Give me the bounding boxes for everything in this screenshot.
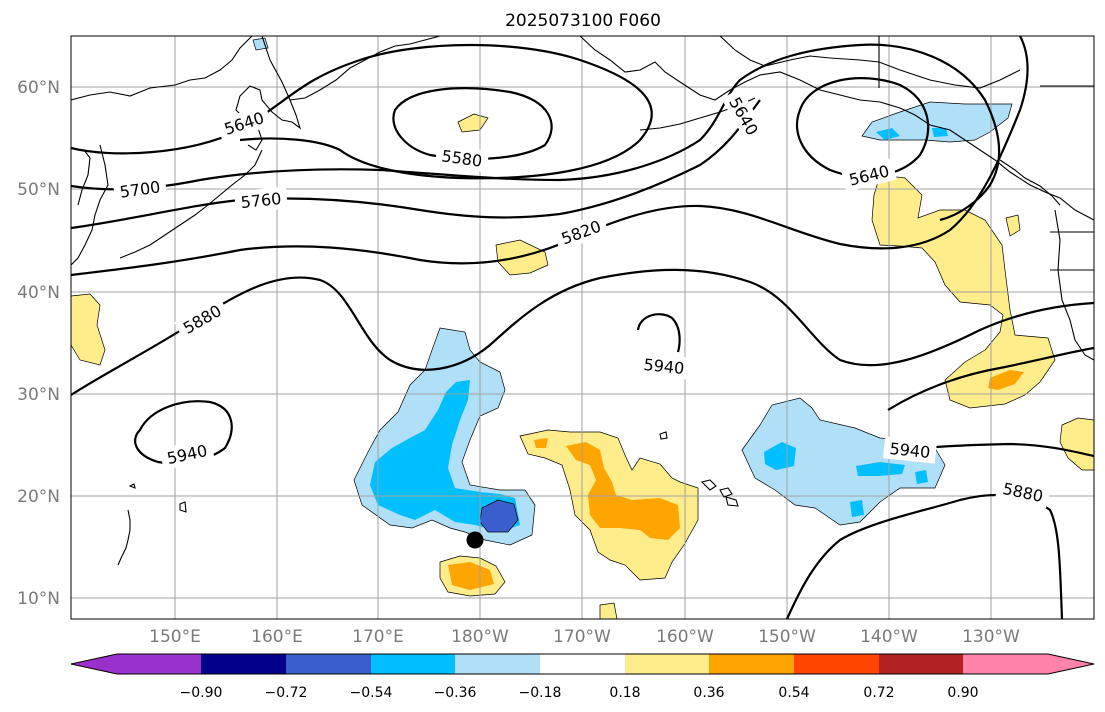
contour-5640-east: [796, 77, 930, 178]
lon-label: 130°W: [962, 627, 1020, 647]
neg3-central: [479, 499, 519, 533]
colorbar-tick: 0.54: [778, 685, 809, 701]
colorbar-segment: [963, 654, 1048, 674]
coast-japan: [71, 144, 109, 266]
contour-5880-se: [785, 493, 1064, 619]
lon-label: 160°E: [251, 627, 303, 647]
coast-na-west: [1054, 209, 1094, 361]
colorbar-segment: [371, 654, 455, 674]
contour-5940-west: [134, 400, 233, 465]
pos-region-mid: [495, 239, 549, 276]
pos-region-se: [1059, 417, 1094, 471]
colorbar-tick: −0.54: [350, 685, 393, 701]
lon-label: 140°W: [860, 627, 918, 647]
contour-5580: [392, 87, 553, 160]
colorbar-segment: [709, 654, 794, 674]
neg2-east1: [764, 442, 796, 470]
colorbar-extend-high: [1048, 654, 1094, 674]
lon-label: 150°E: [149, 627, 201, 647]
pos-region-low: [599, 602, 618, 619]
neg2-central: [370, 380, 520, 532]
colorbar-segment: [286, 654, 371, 674]
map-area: 5640 5580 5700 5760 5820 5880 5940 5940 …: [71, 36, 1094, 619]
coast-okhotsk: [289, 36, 441, 101]
colorbar-extend-low: [71, 654, 117, 674]
island-w2: [179, 501, 187, 513]
map-frame: [70, 35, 1095, 620]
colorbar-segment: [201, 654, 286, 674]
neg2-east2: [856, 462, 905, 476]
colorbar-segment: [117, 654, 201, 674]
lon-label: 170°W: [553, 627, 611, 647]
colorbar-fills: [71, 654, 1094, 674]
colorbar-segment: [625, 654, 709, 674]
island-pac: [659, 431, 668, 440]
colorbar-tick: −0.36: [434, 685, 477, 701]
contour-5760: [71, 99, 761, 230]
coast-bc: [999, 159, 1061, 206]
graticule: [71, 36, 1094, 619]
coast-top: [719, 36, 1021, 89]
colorbar-outline: [70, 653, 1095, 675]
coast-asia: [71, 36, 253, 101]
colorbar-segment: [540, 654, 625, 674]
colorbar-segment: [794, 654, 879, 674]
lat-label: 40°N: [17, 283, 60, 303]
lon-label: 160°W: [656, 627, 714, 647]
neg2-ne: [876, 128, 900, 140]
colorbar-tick: 0.72: [863, 685, 894, 701]
colorbar-segment: [879, 654, 963, 674]
colorbar-tick: −0.90: [180, 685, 223, 701]
contour-5700: [71, 43, 1001, 222]
lon-label: 180°W: [451, 627, 509, 647]
neg2-east3: [915, 470, 928, 484]
contour-label: 5940: [643, 355, 685, 378]
neg2-ne2: [932, 128, 948, 137]
pos2-small: [534, 438, 548, 448]
lat-label: 60°N: [17, 78, 60, 98]
pos2-east: [988, 370, 1024, 390]
lon-axis-labels: 150°E 160°E 170°E 180°W 170°W 160°W 150°…: [149, 627, 1020, 647]
contour-label: 5760: [240, 189, 282, 212]
island-chain: [117, 509, 131, 566]
colorbar-tick: 0.36: [693, 685, 724, 701]
neg-region-east: [741, 397, 946, 526]
island-w1: [128, 483, 136, 489]
colorbar-tick: −0.18: [519, 685, 562, 701]
contour-label: 5940: [889, 439, 931, 462]
colorbar-tick: −0.72: [265, 685, 308, 701]
lat-label: 10°N: [17, 589, 60, 609]
colorbar: −0.90 −0.72 −0.54 −0.36 −0.18 0.18 0.36 …: [70, 653, 1095, 701]
pos-region-west: [71, 293, 106, 366]
neg2-east4: [850, 500, 864, 517]
lat-label: 50°N: [17, 180, 60, 200]
colorbar-tick: 0.18: [609, 685, 640, 701]
coast-sakhalin: [77, 149, 91, 206]
contour-5940-mid: [636, 313, 681, 353]
contour-5880: [71, 268, 1094, 396]
lat-label: 30°N: [17, 385, 60, 405]
colorbar-ticks: −0.90 −0.72 −0.54 −0.36 −0.18 0.18 0.36 …: [180, 685, 979, 701]
contour-5820: [71, 36, 1029, 277]
hawaii: [700, 479, 739, 507]
map-title: 2025073100 F060: [505, 11, 661, 31]
lon-label: 150°W: [758, 627, 816, 647]
pos2-central: [566, 442, 680, 540]
neg-region-tiny1: [252, 37, 269, 51]
lat-axis-labels: 60°N 50°N 40°N 30°N 20°N 10°N: [17, 78, 60, 609]
position-marker: [466, 531, 484, 549]
coast-alaska: [579, 36, 1094, 221]
lat-label: 20°N: [17, 487, 60, 507]
colorbar-tick: 0.90: [947, 685, 978, 701]
contour-5940-east: [887, 346, 1094, 411]
colorbar-segment: [455, 654, 540, 674]
lon-label: 170°E: [352, 627, 404, 647]
pos2-south: [448, 562, 494, 590]
pos-region-ne-small: [1005, 214, 1021, 237]
